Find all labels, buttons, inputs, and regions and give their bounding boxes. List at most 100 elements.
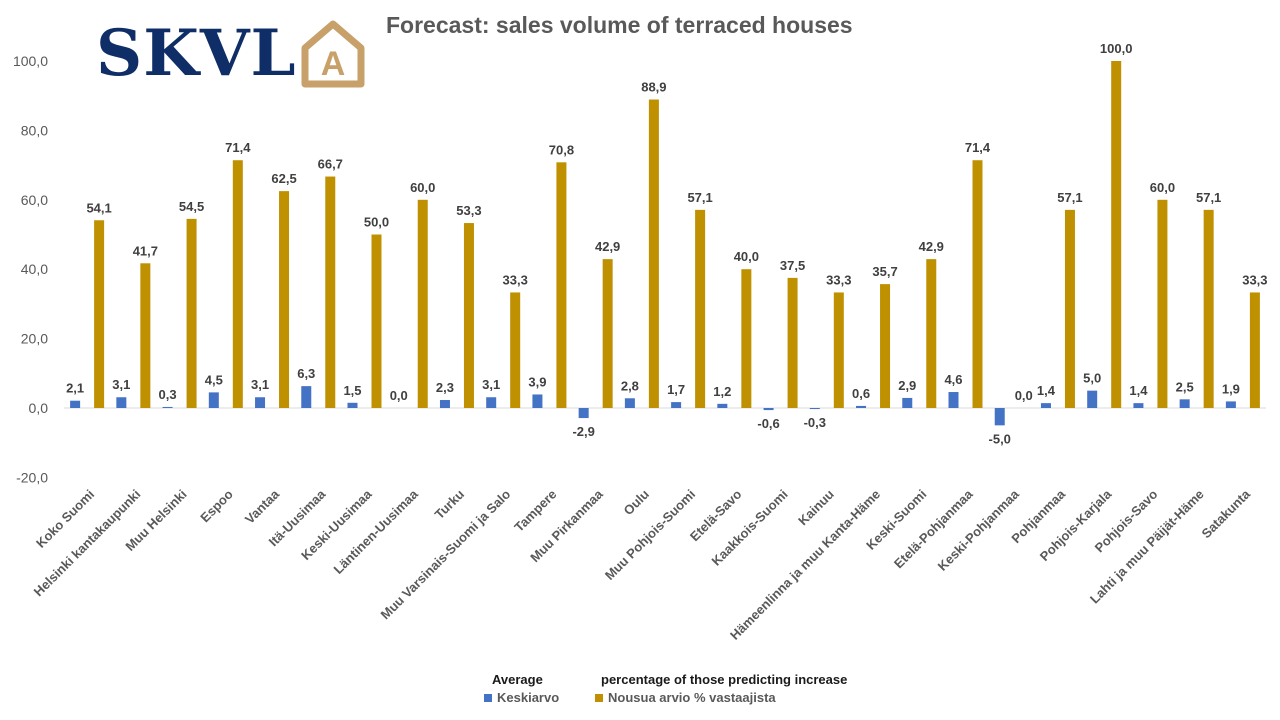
data-label-keskiarvo: 2,8 <box>621 378 639 393</box>
category-label: Turku <box>432 486 468 522</box>
chart-title: Forecast: sales volume of terraced house… <box>386 12 853 38</box>
bar-nousua <box>1064 209 1075 408</box>
bar-keskiarvo <box>1225 401 1236 408</box>
bar-keskiarvo <box>301 386 312 408</box>
bar-nousua <box>695 209 706 408</box>
category-label: Etelä-Pohjanmaa <box>891 486 976 571</box>
data-label-nousua: 60,0 <box>410 180 435 195</box>
data-label-nousua: 57,1 <box>1057 190 1082 205</box>
logo-mark: A <box>320 45 345 83</box>
bar-nousua <box>1249 292 1260 408</box>
legend-item-nousua: Nousua arvio % vastaajista <box>595 690 776 705</box>
data-label-keskiarvo: 3,1 <box>482 377 500 392</box>
data-label-nousua: 62,5 <box>271 171 296 186</box>
bar-keskiarvo <box>208 392 219 408</box>
data-label-nousua: 33,3 <box>1242 272 1267 287</box>
category-label: Kainuu <box>795 486 837 528</box>
bar-keskiarvo <box>439 400 450 408</box>
bar-keskiarvo <box>486 397 497 408</box>
category-label: Vantaa <box>242 486 283 527</box>
data-label-keskiarvo: 1,7 <box>667 382 685 397</box>
bar-nousua <box>417 199 428 408</box>
bar-nousua <box>880 284 891 408</box>
y-tick-label: 40,0 <box>21 261 48 277</box>
data-label-keskiarvo: 5,0 <box>1083 371 1101 386</box>
bar-nousua <box>556 162 567 408</box>
bar-keskiarvo <box>1040 403 1051 408</box>
category-label: Muu Pohjois-Suomi <box>602 487 698 583</box>
bar-nousua <box>648 99 659 408</box>
bar-nousua <box>371 234 382 408</box>
bar-keskiarvo <box>70 400 81 408</box>
data-label-keskiarvo: 0,3 <box>159 387 177 402</box>
bar-nousua <box>741 269 752 408</box>
legend-label-nousua: Nousua arvio % vastaajista <box>608 690 776 705</box>
data-label-nousua: 100,0 <box>1100 41 1133 56</box>
data-label-keskiarvo: 4,6 <box>944 372 962 387</box>
bar-nousua <box>926 259 937 408</box>
skvl-logo: SKVL A <box>96 14 367 94</box>
bar-keskiarvo <box>116 397 127 408</box>
y-tick-label: 80,0 <box>21 122 48 138</box>
bar-nousua <box>279 191 290 408</box>
bar-keskiarvo <box>1133 403 1144 408</box>
bar-nousua <box>602 259 613 408</box>
category-label: Läntinen-Uusimaa <box>331 486 422 577</box>
category-label: Oulu <box>620 486 652 518</box>
y-tick-label: 20,0 <box>21 331 48 347</box>
data-label-keskiarvo: 0,0 <box>390 388 408 403</box>
data-label-keskiarvo: 6,3 <box>297 366 315 381</box>
bar-keskiarvo <box>994 408 1005 426</box>
bar-nousua <box>325 176 336 408</box>
y-tick-label: 100,0 <box>13 53 48 69</box>
bar-nousua <box>510 292 521 408</box>
data-label-nousua: 0,0 <box>1015 388 1033 403</box>
data-label-keskiarvo: 1,4 <box>1129 383 1148 398</box>
data-label-keskiarvo: -0,3 <box>804 415 826 430</box>
data-label-nousua: 37,5 <box>780 258 805 273</box>
bar-keskiarvo <box>1179 399 1190 408</box>
bar-nousua <box>463 223 474 408</box>
y-tick-label: 60,0 <box>21 192 48 208</box>
data-label-nousua: 35,7 <box>872 264 897 279</box>
data-label-keskiarvo: 3,1 <box>251 377 269 392</box>
bar-keskiarvo <box>255 397 266 408</box>
bar-keskiarvo <box>902 397 913 408</box>
data-label-nousua: 42,9 <box>919 239 944 254</box>
bar-keskiarvo <box>763 408 774 411</box>
bar-nousua <box>232 160 243 408</box>
bar-keskiarvo <box>717 403 728 408</box>
legend-swatch-blue <box>484 693 492 702</box>
data-label-nousua: 57,1 <box>687 190 712 205</box>
data-label-keskiarvo: -0,6 <box>757 416 779 431</box>
legend-item-keskiarvo: Keskiarvo <box>484 690 559 705</box>
bar-nousua <box>833 292 844 408</box>
annotation-percentage: percentage of those predicting increase <box>601 672 848 687</box>
data-label-keskiarvo: 0,6 <box>852 386 870 401</box>
data-label-nousua: 33,3 <box>826 272 851 287</box>
data-label-keskiarvo: 1,9 <box>1222 381 1240 396</box>
data-label-nousua: 66,7 <box>318 157 343 172</box>
data-label-nousua: 53,3 <box>456 203 481 218</box>
data-label-nousua: 42,9 <box>595 239 620 254</box>
bar-keskiarvo <box>578 408 589 419</box>
bar-keskiarvo <box>671 402 682 408</box>
house-logo-icon: A <box>301 20 364 88</box>
y-tick-label: 0,0 <box>29 400 49 416</box>
y-tick-label: -20,0 <box>16 469 48 485</box>
data-label-keskiarvo: 2,1 <box>66 381 84 396</box>
data-label-nousua: 50,0 <box>364 215 389 230</box>
annotation-average: Average <box>492 672 543 687</box>
data-label-keskiarvo: 3,1 <box>112 377 130 392</box>
bar-nousua <box>1111 61 1122 408</box>
data-label-nousua: 88,9 <box>641 80 666 95</box>
category-label: Tampere <box>511 487 559 535</box>
bar-keskiarvo <box>347 402 358 408</box>
data-label-nousua: 70,8 <box>549 142 574 157</box>
legend-swatch-gold <box>595 693 603 702</box>
data-label-keskiarvo: 1,5 <box>343 383 361 398</box>
data-label-keskiarvo: -5,0 <box>989 431 1011 446</box>
data-label-nousua: 54,1 <box>86 200 111 215</box>
data-label-nousua: 54,5 <box>179 199 204 214</box>
